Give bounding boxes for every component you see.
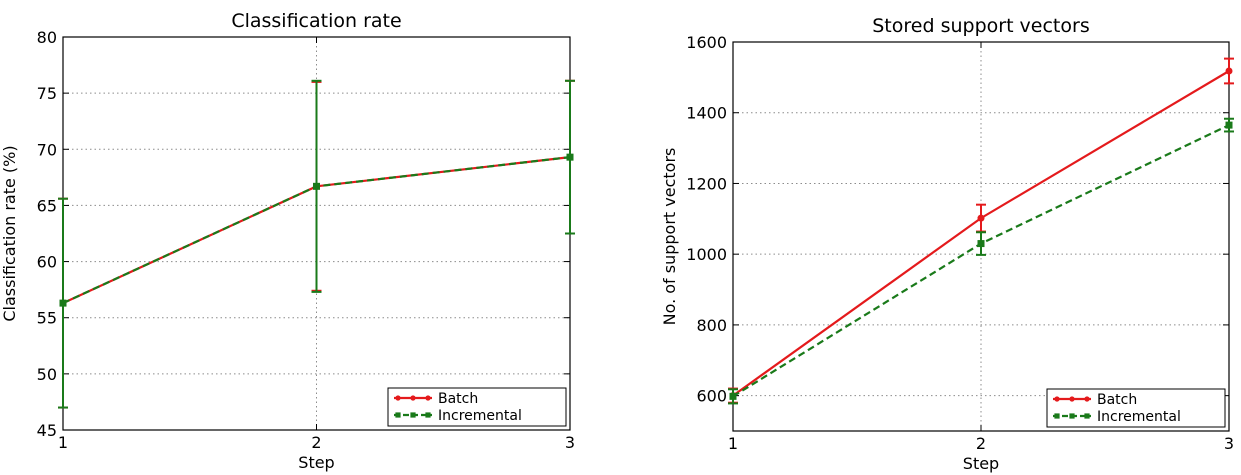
y-tick-label: 80 [37,28,57,47]
data-point [566,153,574,161]
series-incremental [58,79,575,409]
y-tick-label: 45 [37,421,57,440]
chart-title: Stored support vectors [872,15,1089,37]
y-tick-label: 1600 [686,33,727,52]
y-axis-label: Classification rate (%) [0,145,19,321]
series-batch [728,57,1234,404]
data-point [313,182,320,190]
legend-swatch-marker [1054,413,1060,419]
legend-swatch-marker [1084,413,1090,419]
chart-1: 45 50 55 60 65 70 75 80 1 2 3 Classification rate St… [0,10,575,472]
x-tick-label: 2 [311,433,321,452]
legend-label: Incremental [1097,409,1181,425]
y-tick-label: 1000 [686,245,727,264]
x-tick-label: 3 [565,433,575,452]
y-tick-label: 1200 [686,174,727,193]
chart-2: 600 800 1000 1200 1400 1600 1 2 3 Stored support … [660,15,1234,473]
x-axis-label: Step [298,453,334,472]
x-tick-label: 3 [1224,434,1234,453]
y-tick-label: 60 [37,253,57,272]
legend-box [387,387,567,427]
legend-swatch-marker [410,412,416,418]
y-tick-label: 50 [37,365,57,384]
x-tick-label: 2 [976,434,986,453]
legend-swatch-marker [425,412,431,418]
x-tick-label: 1 [58,433,68,452]
legend-swatch-marker [395,395,401,401]
legend-swatch-marker [410,395,416,401]
legend-swatch-marker [1069,396,1075,402]
legend-label: Incremental [438,408,522,424]
y-tick-label: 1400 [686,104,727,123]
y-axis-label: No. of support vectors [660,148,679,326]
data-point [729,392,737,400]
legend-box [1046,388,1226,428]
data-point [1225,121,1233,129]
data-point [977,240,985,248]
data-point [1225,67,1233,75]
y-tick-label: 70 [37,140,57,159]
legend-swatch-marker [1084,396,1090,402]
data-point [977,214,985,222]
data-point [59,299,67,307]
series-line [732,124,1230,398]
y-tick-label: 65 [37,196,57,215]
x-tick-label: 1 [728,434,738,453]
legend-label: Batch [438,391,478,407]
legend-swatch-marker [425,395,431,401]
series-incremental [728,117,1234,405]
legend-label: Batch [1097,392,1137,408]
legend-swatch-marker [1069,413,1075,419]
y-tick-label: 75 [37,84,57,103]
y-tick-label: 55 [37,309,57,328]
y-tick-label: 600 [696,387,727,406]
x-axis-label: Step [963,454,999,473]
legend-swatch-marker [395,412,401,418]
legend-swatch-marker [1054,396,1060,402]
chart-title: Classification rate [231,10,401,32]
y-tick-label: 800 [696,316,727,335]
